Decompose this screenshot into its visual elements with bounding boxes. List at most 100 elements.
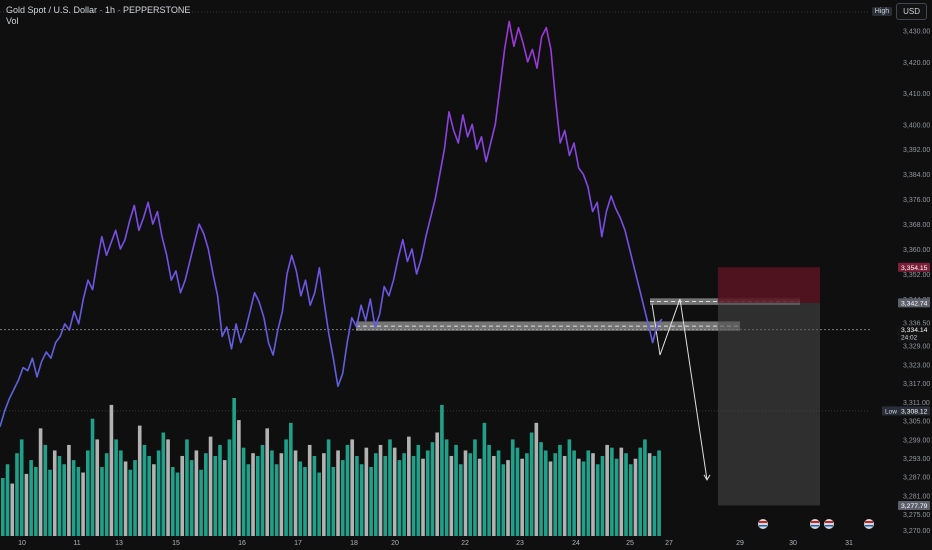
volume-bar [359,464,364,536]
volume-bar [137,425,142,536]
volume-bar [463,450,468,536]
volume-bar [501,464,506,536]
volume-bar [600,455,605,536]
x-tick-label: 17 [294,540,302,547]
volume-bar [331,467,336,536]
y-tick-label: 3,311.00 [903,400,930,407]
volume-bar [48,469,52,536]
volume-bar [222,460,227,536]
volume-bar [119,450,123,536]
us-flag-icon [824,519,834,529]
x-tick-label: 30 [789,540,797,547]
volume-bar [241,447,246,536]
volume-bar [510,439,515,536]
volume-bar [647,453,652,536]
flag-stripe [811,525,819,527]
volume-bar [38,428,43,536]
annotations-layer [356,267,820,506]
volume-bar [586,450,591,536]
volume-bar [397,460,402,536]
volume-bar [383,455,388,536]
volume-indicator-label[interactable]: Vol [6,16,19,26]
volume-bar [388,439,392,536]
volume-bar [265,428,270,536]
volume-bar [156,450,161,536]
x-tick-label: 23 [516,540,524,547]
y-tick-label: 3,376.00 [903,197,930,204]
price-label: 3,334.14 [901,327,928,334]
volume-bar [52,450,57,536]
volume-bar [506,460,510,536]
price-line [0,20,663,428]
take-profit-zone [718,302,820,506]
volume-bar [610,447,614,536]
volume-bar [270,450,274,536]
volume-bar [15,453,19,536]
volume-bar [558,444,562,536]
volume-bar [62,464,66,536]
volume-bar [81,472,85,536]
volume-bar [303,467,307,536]
volume-bar [373,453,378,536]
y-tick-label: 3,287.00 [903,475,930,482]
volume-bar [643,439,647,536]
volume-bar [591,453,595,536]
volume-bar [123,461,128,536]
volume-bar [204,453,208,536]
volume-bar [525,453,529,536]
y-tick-label: 3,368.00 [903,222,930,229]
volume-bar [364,447,369,536]
symbol-title[interactable]: Gold Spot / U.S. Dollar · 1h · PEPPERSTO… [6,5,191,15]
price-scale: 3,270.00 3,275.00 3,281.00 3,287.00 3,293.00… [870,0,932,550]
flag-stripe [825,521,833,523]
y-tick-label: 3,430.00 [903,29,930,36]
volume-bar [340,460,345,536]
volume-bar [496,450,501,536]
volume-bar [170,467,175,536]
volume-bar [298,461,303,536]
volume-bar [175,472,180,536]
volume-bar [548,461,553,536]
volume-bar [605,444,609,536]
volume-bar [444,439,449,536]
volume-bar [378,444,383,536]
x-tick-label: 27 [665,540,673,547]
y-tick-label: 3,329.00 [903,344,930,351]
volume-bar [336,450,340,536]
us-flag-icon [864,519,874,529]
y-tick-label: 3,299.00 [903,437,930,444]
volume-bar [454,444,458,536]
volume-bar [628,464,633,536]
volume-bar [411,455,416,536]
volume-bar [289,422,293,536]
price-label-box [898,262,930,272]
volume-bar [345,444,350,536]
price-scale-panel [870,0,932,550]
y-tick-label: 3,392.00 [903,147,930,154]
volume-bar [652,455,657,536]
volume-bar [350,439,355,536]
volume-bar [227,439,232,536]
volume-bar [468,453,473,536]
volume-bar [449,455,454,536]
volume-bar [633,458,638,536]
volume-bar [307,444,312,536]
volume-bar [213,455,218,536]
volume-bar [482,422,487,536]
currency-button[interactable]: USD [896,3,927,20]
x-tick-label: 31 [845,540,853,547]
volume-bar [657,450,661,536]
volume-bar [1,478,5,536]
volume-bar [76,467,81,536]
volume-bar [251,453,255,536]
volume-bar [100,467,104,536]
volume-bar [430,442,435,536]
volume-bar [161,432,166,536]
y-tick-label: 3,400.00 [903,122,930,129]
price-label-box [898,406,930,416]
volume-bar [425,450,430,536]
volume-bar [572,450,576,536]
volume-bar [369,467,373,536]
y-tick-label: 3,352.00 [903,272,930,279]
